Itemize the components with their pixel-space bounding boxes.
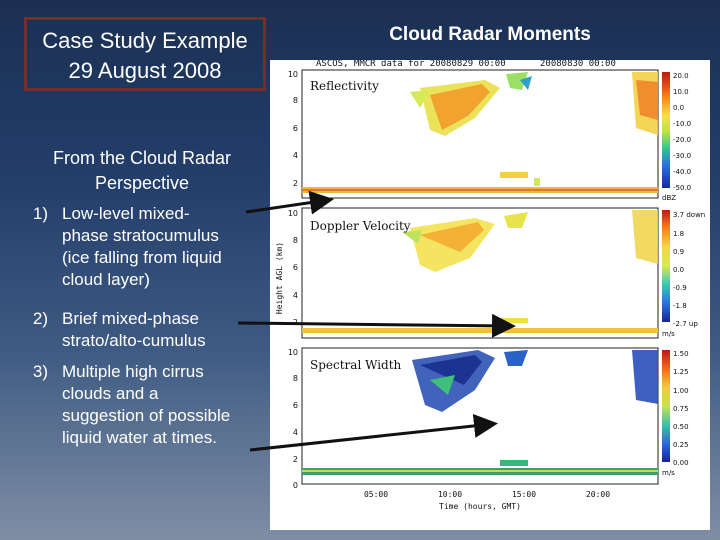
y-tick: 6 (293, 263, 298, 272)
velocity-echoes (302, 210, 658, 333)
reflectivity-colorbar-ticks: 20.0 10.0 0.0 -10.0 -20.0 -30.0 -40.0 -5… (662, 72, 691, 202)
cbar-tick: 0.0 (673, 266, 684, 274)
cbar-tick: -30.0 (673, 152, 691, 160)
list-line: Brief mixed-phase (62, 309, 200, 328)
cbar-tick: 0.00 (673, 459, 689, 467)
reflectivity-colorbar (662, 72, 670, 188)
y-tick: 2 (293, 455, 298, 464)
velocity-colorbar-ticks: 3.7 down 1.8 0.9 0.0 -0.9 -1.8 -2.7 up m… (662, 211, 705, 338)
panel-label-velocity: Doppler Velocity (310, 219, 411, 233)
x-tick: 05:00 (364, 490, 388, 499)
panel-label-width: Spectral Width (310, 358, 402, 372)
cbar-tick: -20.0 (673, 136, 691, 144)
title-line-2: 29 August 2008 (68, 58, 222, 83)
y-tick: 2 (293, 179, 298, 188)
radar-header-right: 20080830 00:00 (540, 60, 616, 69)
y-tick: 0 (293, 481, 298, 490)
y-tick: 6 (293, 124, 298, 133)
cbar-tick: -1.8 (673, 302, 687, 310)
cbar-tick: 10.0 (673, 88, 689, 96)
list-line: strato/alto-cumulus (62, 331, 206, 350)
cbar-tick: -50.0 (673, 184, 691, 192)
velocity-colorbar (662, 210, 670, 322)
list-number: 1) (32, 204, 48, 223)
y-tick: 8 (293, 374, 298, 383)
cbar-tick: -40.0 (673, 168, 691, 176)
x-axis-label: Time (hours, GMT) (439, 502, 521, 511)
x-tick: 10:00 (438, 490, 462, 499)
list-line: liquid water at times. (62, 428, 217, 447)
width-colorbar (662, 350, 670, 462)
cbar-tick: 0.9 (673, 248, 684, 256)
cbar-tick: -10.0 (673, 120, 691, 128)
y-tick: 6 (293, 401, 298, 410)
cbar-tick: -0.9 (673, 284, 687, 292)
y-tick: 2 (293, 318, 298, 327)
perspective-line-2: Perspective (94, 173, 190, 193)
radar-moments-title: Cloud Radar Moments (389, 24, 591, 45)
title-box: Case Study Example 29 August 2008 (24, 17, 266, 91)
perspective-heading: From the Cloud Radar Perspective (20, 146, 264, 196)
list-line: (ice falling from liquid (62, 248, 222, 267)
width-echoes (302, 350, 658, 475)
list-line: Low-level mixed- (62, 204, 190, 223)
list-line: phase stratocumulus (62, 226, 219, 245)
y-tick: 4 (293, 151, 298, 160)
y-tick: 8 (293, 96, 298, 105)
cbar-tick: 1.00 (673, 387, 689, 395)
cbar-tick: 1.8 (673, 230, 684, 238)
cbar-tick: 20.0 (673, 72, 689, 80)
cbar-tick: 1.25 (673, 368, 689, 376)
title-line-1: Case Study Example (42, 28, 248, 53)
y-tick: 8 (293, 236, 298, 245)
y-tick: 10 (288, 209, 298, 218)
x-tick: 20:00 (586, 490, 610, 499)
y-axis-label: Height AGL (km) (275, 242, 284, 314)
y-tick: 4 (293, 428, 298, 437)
cbar-tick: 0.50 (673, 423, 689, 431)
list-number: 2) (32, 309, 48, 328)
velocity-y-ticks: 10 8 6 4 2 (288, 209, 298, 327)
list-line: suggestion of possible (62, 406, 231, 425)
cbar-tick: -2.7 up (673, 320, 698, 328)
cbar-units: m/s (662, 469, 675, 477)
width-colorbar-ticks: 1.50 1.25 1.00 0.75 0.50 0.25 0.00 m/s (662, 350, 689, 477)
list-number: 3) (32, 362, 48, 381)
y-tick: 4 (293, 291, 298, 300)
perspective-line-1: From the Cloud Radar (52, 148, 232, 168)
radar-figure: ASCOS, MMCR data for 20080829 00:00 2008… (270, 59, 710, 530)
width-y-ticks: 10 8 6 4 2 0 (288, 348, 298, 490)
list-line: cloud layer) (62, 270, 150, 289)
cbar-units: dBZ (662, 194, 676, 202)
cbar-tick: 1.50 (673, 350, 689, 358)
radar-header-left: ASCOS, MMCR data for 20080829 00:00 (316, 60, 506, 69)
cbar-tick: 0.25 (673, 441, 689, 449)
reflectivity-echoes (302, 72, 658, 193)
radar-plot: ASCOS, MMCR data for 20080829 00:00 2008… (275, 59, 705, 511)
x-ticks: 05:00 10:00 15:00 20:00 (364, 490, 610, 499)
cbar-tick: 0.0 (673, 104, 684, 112)
panel-label-reflectivity: Reflectivity (310, 79, 379, 93)
cbar-tick: 0.75 (673, 405, 689, 413)
list-line: clouds and a (62, 384, 159, 403)
list-line: Multiple high cirrus (62, 362, 204, 381)
reflectivity-y-ticks: 10 8 6 4 2 (288, 70, 298, 188)
cbar-units: m/s (662, 330, 675, 338)
y-tick: 10 (288, 70, 298, 79)
cbar-tick: 3.7 down (673, 211, 705, 219)
x-tick: 15:00 (512, 490, 536, 499)
y-tick: 10 (288, 348, 298, 357)
